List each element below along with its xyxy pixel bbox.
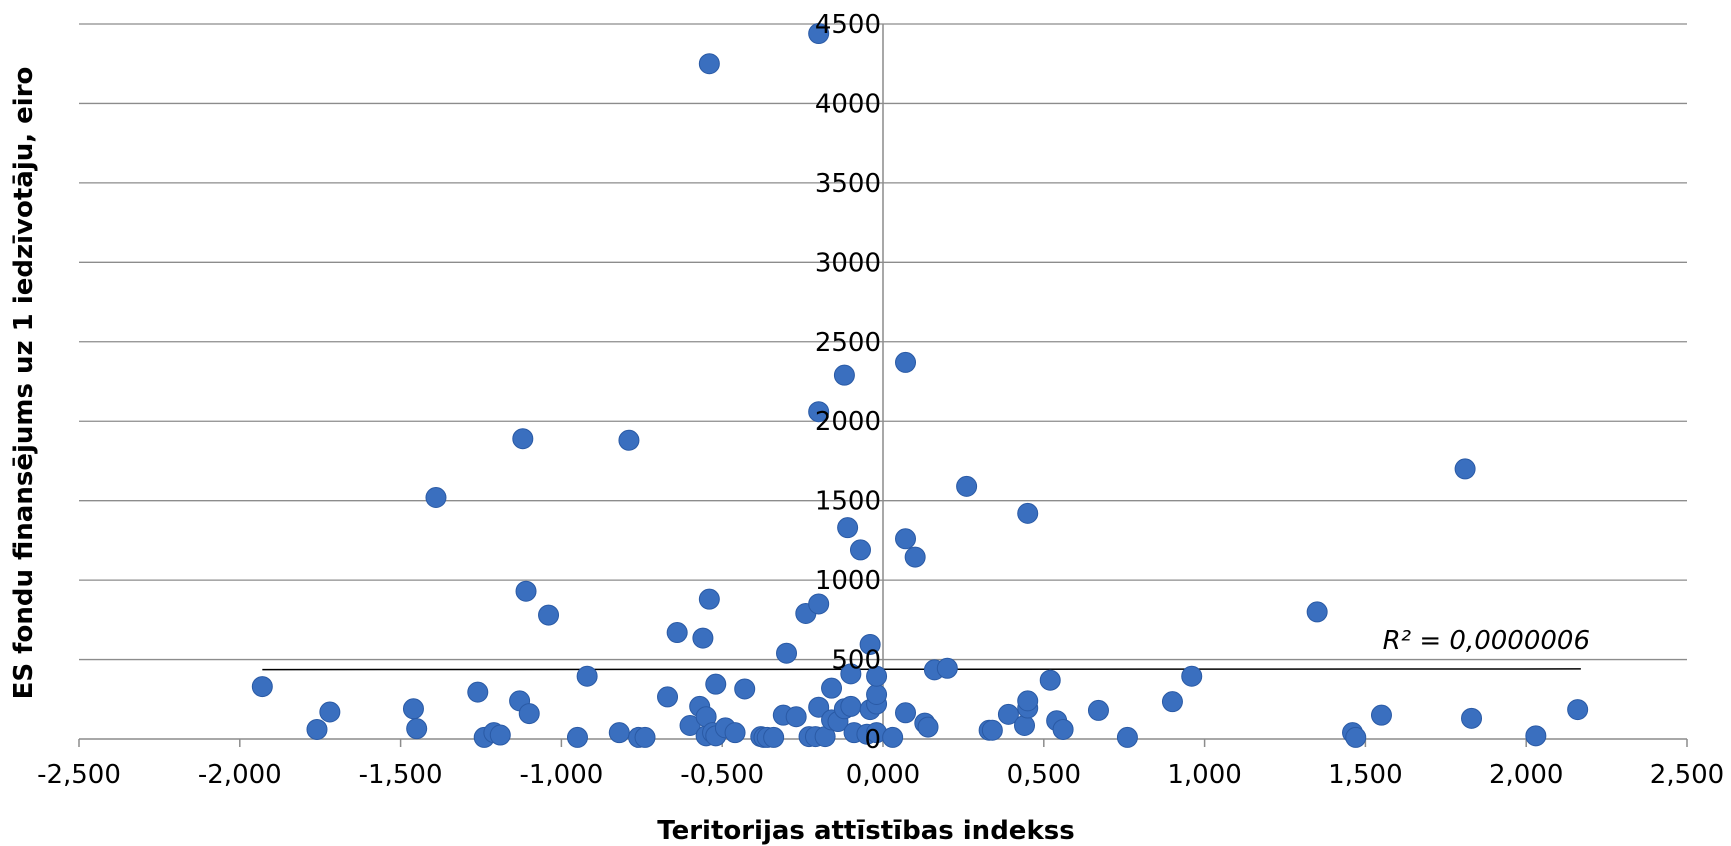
data-point [306, 718, 328, 740]
data-point [785, 706, 807, 728]
data-point [467, 681, 489, 703]
data-point [657, 686, 679, 708]
data-point [1181, 665, 1203, 687]
x-tick-label: -2,500 [37, 760, 121, 790]
data-point [698, 588, 720, 610]
data-point [895, 528, 917, 550]
data-point [576, 665, 598, 687]
data-point [515, 580, 537, 602]
x-tick-label: 2,500 [1650, 760, 1724, 790]
data-point [859, 633, 881, 655]
x-tick-label: -0,500 [680, 760, 764, 790]
data-point [608, 722, 630, 744]
data-point [1454, 458, 1476, 480]
data-point [679, 714, 701, 736]
y-tick-label: 0 [864, 725, 881, 755]
data-point [808, 593, 830, 615]
data-point [1525, 725, 1547, 747]
y-tick-label: 3000 [815, 248, 881, 278]
data-point [776, 642, 798, 664]
x-tick-label: -1,500 [359, 760, 443, 790]
x-tick-label: 2,000 [1489, 760, 1563, 790]
x-tick-label: 1,500 [1328, 760, 1402, 790]
data-point [956, 475, 978, 497]
data-point [425, 486, 447, 508]
data-point [1052, 718, 1074, 740]
data-point [724, 722, 746, 744]
data-point [821, 677, 843, 699]
data-point [840, 663, 862, 685]
data-point [866, 684, 888, 706]
trendline [262, 668, 1581, 671]
data-point [763, 726, 785, 748]
x-axis-title: Teritorijas attīstības indekss [657, 816, 1074, 846]
data-point [512, 428, 534, 450]
data-point [705, 673, 727, 695]
data-point [837, 517, 859, 539]
data-point [936, 657, 958, 679]
x-tick-label: -1,000 [519, 760, 603, 790]
data-point [518, 703, 540, 725]
data-point [895, 351, 917, 373]
data-point [1370, 704, 1392, 726]
data-point [1567, 699, 1589, 721]
data-point [833, 364, 855, 386]
y-tick-label: 2000 [815, 407, 881, 437]
data-point [692, 627, 714, 649]
data-point [698, 53, 720, 75]
data-point [997, 703, 1019, 725]
data-point [1161, 691, 1183, 713]
data-point [1345, 726, 1367, 748]
y-tick-label: 3500 [815, 169, 881, 199]
data-point [489, 724, 511, 746]
data-point [808, 696, 830, 718]
data-point [1116, 726, 1138, 748]
y-tick-label: 4000 [815, 89, 881, 119]
x-tick-label: 1,000 [1167, 760, 1241, 790]
y-tick-label: 1000 [815, 566, 881, 596]
data-point [849, 539, 871, 561]
trendline-group [262, 668, 1581, 671]
y-tick-label: 2500 [815, 328, 881, 358]
data-point [904, 546, 926, 568]
x-tick-label: -2,000 [198, 760, 282, 790]
data-points [251, 23, 1589, 748]
x-tick-label: 0,500 [1007, 760, 1081, 790]
data-point [634, 726, 656, 748]
data-point [402, 698, 424, 720]
x-tick-label: 0,000 [846, 760, 920, 790]
data-point [566, 726, 588, 748]
y-tick-label: 4500 [815, 10, 881, 40]
data-point [618, 429, 640, 451]
data-point [1087, 699, 1109, 721]
data-point [734, 678, 756, 700]
r-squared-annotation: R² = 0,0000006 [1383, 626, 1590, 656]
data-point [917, 716, 939, 738]
data-point [1039, 669, 1061, 691]
data-point [538, 604, 560, 626]
data-point [406, 718, 428, 740]
data-point [981, 719, 1003, 741]
tick-labels: 0 500 1000 1500 2000 2500 3000 3500 4000 4500 -2,5… [37, 10, 1724, 790]
data-point [319, 701, 341, 723]
y-tick-label: 1500 [815, 487, 881, 517]
data-point [808, 401, 830, 423]
data-point [666, 622, 688, 644]
y-axis-title: ES fondu finansējums uz 1 iedzīvotāju, e… [9, 67, 39, 700]
y-tick-label: 500 [831, 646, 881, 676]
data-point [840, 695, 862, 717]
data-point [1017, 502, 1039, 524]
data-point [1014, 714, 1036, 736]
data-point [1306, 601, 1328, 623]
data-point [1017, 690, 1039, 712]
data-point [882, 726, 904, 748]
data-point [251, 676, 273, 698]
data-point [895, 702, 917, 724]
data-point [866, 665, 888, 687]
data-point [808, 23, 830, 45]
data-point [1461, 707, 1483, 729]
